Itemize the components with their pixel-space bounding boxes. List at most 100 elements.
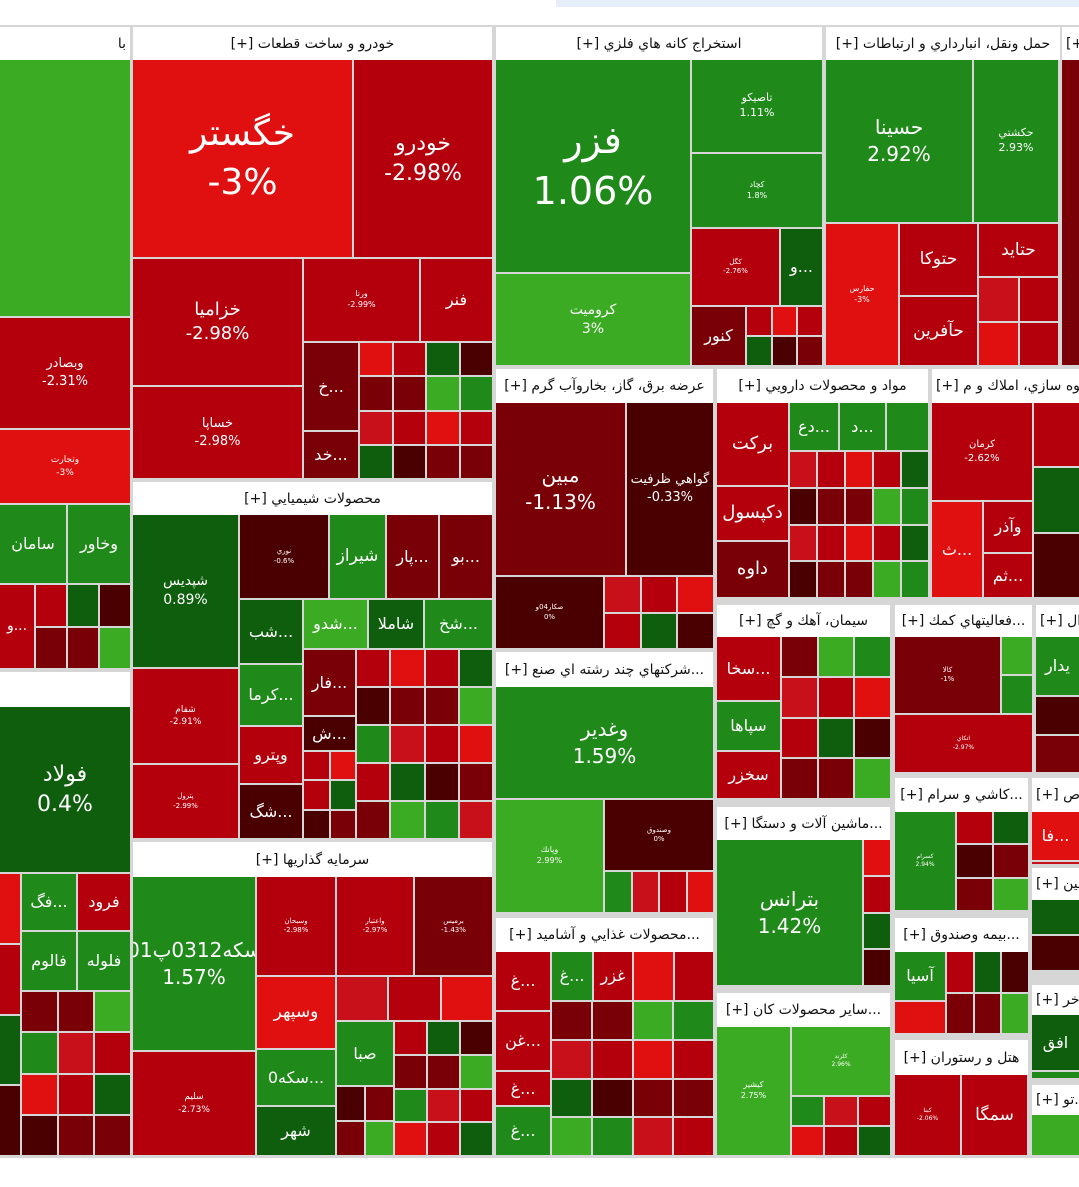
stock-tile[interactable]: خساپا -2.98%	[133, 387, 302, 478]
stock-tile[interactable]: سپاها	[717, 702, 780, 750]
stock-tile[interactable]: ...غ	[496, 952, 550, 1010]
sector-header[interactable]: با	[0, 27, 130, 60]
stock-tile[interactable]: ...خ	[304, 343, 358, 430]
stock-tile[interactable]: ...فا	[1032, 812, 1079, 860]
stock-tile[interactable]: نوري -0.6%	[240, 515, 328, 598]
stock-tile[interactable]: ...و	[781, 229, 822, 305]
stock-tile[interactable]: كچاد 1.8%	[692, 154, 822, 227]
stock-tile[interactable]: يدار	[1036, 637, 1079, 695]
stock-tile[interactable]: حفارس -3%	[826, 224, 898, 365]
stock-tile[interactable]: وتجارت -3%	[0, 430, 130, 503]
sector-title[interactable]: عرضه برق، گاز، بخاروآب گرم [+]	[504, 378, 705, 394]
stock-tile[interactable]: مبين -1.13%	[496, 403, 625, 575]
stock-tile[interactable]: حكشتي 2.93%	[974, 60, 1058, 222]
stock-tile[interactable]: گواهي ظرفيت -0.33%	[627, 403, 713, 575]
stock-tile[interactable]: ...شدو	[304, 600, 367, 648]
stock-tile[interactable]: شهر	[257, 1107, 335, 1155]
sector-header[interactable]: خودرو و ساخت قطعات [+]	[133, 27, 492, 60]
stock-tile[interactable]: ...ثم	[984, 554, 1032, 597]
stock-tile[interactable]: ...سكه0	[257, 1050, 335, 1105]
stock-tile[interactable]: داوه	[717, 542, 788, 597]
sector-title[interactable]: ...بيمه وصندوق [+]	[903, 927, 1020, 943]
sector-title[interactable]: ...ماشين آلات و دستگا [+]	[724, 815, 883, 832]
sector-header[interactable]: سيمان، آهك و گچ [+]	[717, 605, 890, 637]
stock-tile[interactable]: شاملا	[369, 600, 423, 648]
sector-title[interactable]: ...ساير محصولات كان [+]	[725, 1002, 882, 1018]
stock-tile[interactable]: آسيا	[895, 952, 945, 1000]
stock-tile[interactable]: ...شب	[240, 600, 302, 663]
stock-tile[interactable]: خزاميا -2.98%	[133, 259, 302, 385]
stock-tile[interactable]: ...سخا	[717, 637, 780, 700]
stock-tile[interactable]: ...ث	[932, 502, 982, 597]
sector-header[interactable]: [+]	[1062, 27, 1079, 60]
sector-header[interactable]: ...بيمه وصندوق [+]	[895, 918, 1028, 952]
sector-title[interactable]: ...شين [+]	[1036, 876, 1079, 892]
stock-tile[interactable]: ...غن	[496, 1012, 550, 1070]
stock-tile[interactable]: ...شگ	[240, 785, 302, 838]
sector-header[interactable]: هتل و رستوران [+]	[895, 1040, 1028, 1075]
stock-tile[interactable]: سمگا	[962, 1075, 1027, 1155]
sector-header[interactable]: ...ال [+]	[1036, 605, 1079, 637]
stock-tile[interactable]: وغدير 1.59%	[496, 687, 713, 798]
stock-tile[interactable]: برميس -1.43%	[415, 877, 492, 975]
stock-tile[interactable]: سكه0312پ011.57%	[133, 877, 255, 1050]
sector-title[interactable]: با	[117, 35, 126, 52]
stock-tile[interactable]: كلرند 2.96%	[792, 1027, 890, 1095]
stock-tile[interactable]: وپترو	[240, 727, 302, 783]
stock-tile[interactable]: وخاور	[68, 505, 130, 583]
stock-tile[interactable]: ...د	[840, 403, 885, 450]
stock-tile[interactable]: بركت	[717, 403, 788, 485]
stock-tile[interactable]: كنور	[692, 307, 745, 365]
stock-tile[interactable]: ...و	[0, 585, 34, 668]
stock-tile[interactable]: كروميت 3%	[496, 274, 690, 365]
stock-tile[interactable]: وسبحان -2.98%	[257, 877, 335, 975]
stock-tile[interactable]: ورنا -2.99%	[304, 259, 419, 341]
stock-tile[interactable]: فلوله	[78, 932, 130, 990]
stock-tile[interactable]: سليم -2.73%	[133, 1052, 255, 1155]
sector-title[interactable]: انبوه سازي، املاك و م [+]	[936, 378, 1079, 394]
sector-title[interactable]: ...خر [+]	[1036, 992, 1079, 1008]
stock-tile[interactable]: شپديس 0.89%	[133, 515, 238, 667]
stock-tile[interactable]: وسپهر	[257, 977, 335, 1048]
stock-tile[interactable]: كبنا -2.06%	[895, 1075, 960, 1155]
stock-tile[interactable]: ...خد	[304, 432, 358, 478]
stock-tile[interactable]: كيشير 2.75%	[717, 1027, 790, 1155]
stock-tile[interactable]: افق	[1032, 1015, 1079, 1070]
sector-header[interactable]: ...تو [+]	[1032, 1085, 1079, 1115]
sector-title[interactable]: حمل ونقل، انبارداري و ارتباطات [+]	[835, 35, 1051, 52]
sector-header[interactable]: مواد و محصولات دارويي [+]	[717, 369, 928, 403]
stock-tile[interactable]: ...دع	[790, 403, 838, 450]
stock-tile[interactable]: وپانك 2.99%	[496, 800, 603, 912]
stock-tile[interactable]: حسينا 2.92%	[826, 60, 972, 222]
stock-tile[interactable]: غزر	[594, 952, 632, 1000]
stock-tile[interactable]: واعتبار -2.97%	[337, 877, 413, 975]
stock-tile[interactable]: بترانس 1.42%	[717, 840, 862, 985]
sector-title[interactable]: ...محصولات غذايي و آشاميد [+]	[509, 927, 700, 943]
sector-title[interactable]: ...شركتهاي چند رشته اي صنع [+]	[504, 661, 705, 678]
sector-title[interactable]: ...كاشي و سرام [+]	[900, 787, 1023, 803]
sector-header[interactable]	[0, 672, 130, 707]
sector-header[interactable]: محصولات شيميايي [+]	[133, 482, 492, 515]
stock-tile[interactable]: صبا	[337, 1022, 393, 1085]
stock-tile[interactable]: ...غ	[496, 1107, 550, 1155]
stock-tile[interactable]: ...شخ	[425, 600, 492, 648]
stock-tile[interactable]: حآفرين	[900, 297, 977, 365]
stock-tile[interactable]: سامان	[0, 505, 66, 583]
stock-tile[interactable]: پترول -2.99%	[133, 765, 238, 838]
stock-tile[interactable]: ...فگ	[22, 874, 76, 930]
sector-header[interactable]: ...شين [+]	[1032, 868, 1079, 900]
sector-header[interactable]: ...كاشي و سرام [+]	[895, 778, 1028, 812]
sector-title[interactable]: ...ال [+]	[1040, 613, 1079, 629]
sector-header[interactable]: سرمايه گذاريها [+]	[133, 842, 492, 877]
sector-header[interactable]: ...ماشين آلات و دستگا [+]	[717, 807, 890, 840]
stock-tile[interactable]: حتوكا	[900, 224, 977, 295]
stock-tile[interactable]: شفام -2.91%	[133, 669, 238, 763]
stock-tile[interactable]: ...ش	[304, 717, 355, 750]
stock-tile[interactable]: ...كرما	[240, 665, 302, 725]
stock-tile[interactable]: وصندوق 0%	[605, 800, 713, 870]
stock-tile[interactable]: فنر	[421, 259, 492, 341]
stock-tile[interactable]: فزر 1.06%	[496, 60, 690, 272]
sector-title[interactable]: هتل و رستوران [+]	[903, 1049, 1020, 1066]
stock-tile[interactable]: ...فار	[304, 650, 355, 715]
stock-tile[interactable]: كرمان -2.62%	[932, 403, 1032, 500]
